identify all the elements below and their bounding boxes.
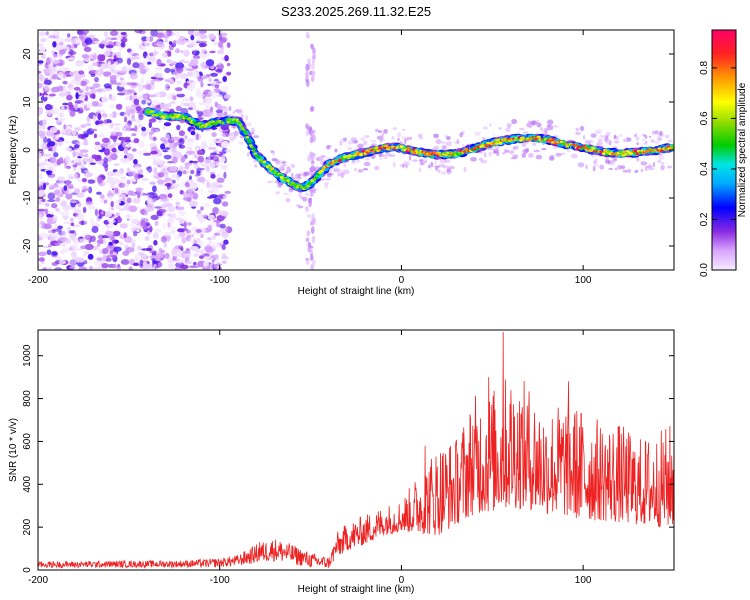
colorbar-tick-label: 0.0: [699, 263, 710, 277]
colorbar-tick-label: 0.8: [699, 61, 710, 75]
snr-xtick-label: -200: [28, 575, 48, 586]
snr-xtick-label: 0: [399, 575, 405, 586]
colorbar-gradient: [711, 29, 737, 271]
spectrogram-xtick-label: -100: [210, 275, 230, 286]
snr-ytick-label: 200: [22, 518, 33, 535]
spectrogram-ytick-label: -10: [22, 190, 33, 205]
spectrogram-ytick-label: -20: [22, 238, 33, 253]
snr-ylabel: SNR (10 * v/v): [8, 418, 19, 482]
spectrogram-main-ridge: [222, 116, 674, 193]
snr-xtick-label: 100: [575, 575, 592, 586]
figure-title: S233.2025.269.11.32.E25: [281, 4, 431, 19]
snr-xtick-label: -100: [210, 575, 230, 586]
snr-frame: [37, 329, 675, 571]
colorbar-tick-label: 0.4: [699, 162, 710, 176]
snr-ytick-label: 600: [22, 433, 33, 450]
colorbar: 0.0 0.2 0.4 0.6 0.8 Normalized spectral ampl…: [699, 29, 748, 277]
spectrogram-xtick-label: 100: [575, 275, 592, 286]
snr-xlabel: Height of straight line (km): [298, 584, 415, 595]
spectrogram-plot-area: [38, 30, 674, 270]
spectrogram-ytick-label: 10: [22, 96, 33, 108]
snr-ytick-label: 400: [22, 476, 33, 493]
spectrogram-xtick-label: -200: [28, 275, 48, 286]
colorbar-tick-label: 0.6: [699, 111, 710, 125]
spectrogram-ytick-label: 0: [22, 147, 33, 153]
colorbar-label: Normalized spectral amplitude: [737, 82, 748, 217]
spectrogram-xtick-label: 0: [399, 275, 405, 286]
colorbar-tick-label: 0.2: [699, 212, 710, 226]
spectrogram-xlabel: Height of straight line (km): [298, 286, 415, 297]
snr-ytick-label: 800: [22, 390, 33, 407]
snr-series-line: [38, 332, 674, 569]
spectrogram-ylabel: Frequency (Hz): [8, 116, 19, 185]
snr-ytick-label: 1000: [22, 344, 33, 367]
spectrogram-ytick-label: 20: [22, 48, 33, 60]
snr-plot-area: [38, 332, 674, 569]
colorbar-ticks: 0.0 0.2 0.4 0.6 0.8: [699, 61, 736, 277]
snr-ytick-label: 0: [22, 567, 33, 573]
